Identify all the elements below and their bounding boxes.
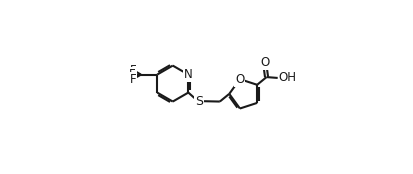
Text: F: F <box>130 73 136 86</box>
Text: F: F <box>128 68 135 81</box>
Text: N: N <box>183 68 192 81</box>
Text: F: F <box>130 64 136 77</box>
Text: O: O <box>260 56 269 69</box>
Text: O: O <box>235 73 244 86</box>
Text: S: S <box>195 96 202 108</box>
Text: OH: OH <box>278 72 296 84</box>
